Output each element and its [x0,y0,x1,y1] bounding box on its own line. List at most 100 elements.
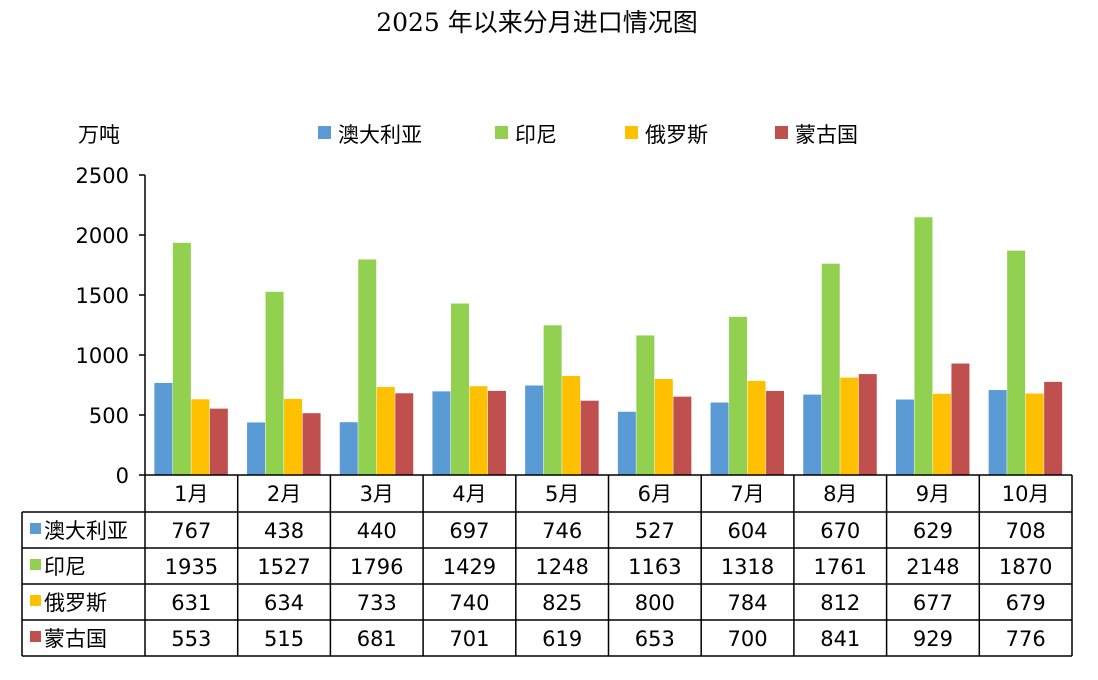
table-cell-value: 440 [357,519,397,543]
x-tick-label: 3月 [360,482,394,506]
table-cell-value: 1870 [999,555,1052,579]
table-cell-value: 776 [1006,627,1046,651]
bar [840,377,859,475]
bar [562,376,581,475]
y-tick-label: 1500 [76,284,129,308]
legend-swatch [495,126,508,139]
y-tick-label: 2500 [76,164,129,188]
table-legend-swatch [30,595,41,606]
bar [302,413,321,475]
table-series-label: 蒙古国 [44,627,107,651]
bar [487,390,506,475]
table-cell-value: 1796 [350,555,403,579]
table-cell-value: 1527 [257,555,310,579]
bar [358,259,377,475]
x-tick-label: 8月 [823,482,857,506]
bar [951,363,970,475]
x-tick-label: 4月 [452,482,486,506]
table-series-label: 澳大利亚 [44,519,128,543]
bar [432,391,451,475]
table-cell-value: 700 [728,627,768,651]
table-cell-value: 929 [913,627,953,651]
bar [543,325,562,475]
legend-swatch [775,126,788,139]
x-tick-label: 1月 [174,482,208,506]
table-cell-value: 1163 [628,555,681,579]
x-tick-label: 10月 [1002,482,1050,506]
table-cell-value: 800 [635,591,675,615]
table-cell-value: 812 [820,591,860,615]
bar [265,291,284,475]
table-cell-value: 681 [357,627,397,651]
table-cell-value: 653 [635,627,675,651]
legend-label: 蒙古国 [795,123,858,147]
bar [895,399,914,475]
bar [747,380,766,475]
table-cell-value: 629 [913,519,953,543]
table-cell-value: 701 [449,627,489,651]
bar [247,422,266,475]
x-tick-label: 2月 [267,482,301,506]
bar [636,335,655,475]
bar [914,217,933,476]
table-cell-value: 767 [171,519,211,543]
legend-swatch [318,126,331,139]
bar [617,411,636,475]
bar [1044,381,1063,475]
table-cell-value: 825 [542,591,582,615]
bar [858,374,877,475]
bar [450,303,469,475]
bar [284,398,303,475]
table-legend-swatch [30,631,41,642]
bar [654,379,673,475]
bar [339,422,358,475]
bar [821,263,840,475]
table-series-label: 印尼 [44,555,86,579]
table-cell-value: 631 [171,591,211,615]
table-cell-value: 1318 [721,555,774,579]
bar [376,387,395,475]
bar [395,393,414,475]
legend-label: 俄罗斯 [645,123,708,147]
table-cell-value: 670 [820,519,860,543]
bar [803,394,822,475]
y-tick-label: 500 [89,404,129,428]
table-cell-value: 2148 [906,555,959,579]
bar [525,385,544,475]
table-cell-value: 679 [1006,591,1046,615]
bars [154,217,1063,476]
chart-title: 2025 年以来分月进口情况图 [376,8,698,37]
x-tick-label: 6月 [638,482,672,506]
table-cell-value: 619 [542,627,582,651]
x-tick-label: 7月 [730,482,764,506]
table-cell-value: 740 [449,591,489,615]
bar [191,399,210,475]
table-cell-value: 733 [357,591,397,615]
x-tick-label: 5月 [545,482,579,506]
table-cell-value: 1935 [165,555,218,579]
table-series-label: 俄罗斯 [44,591,107,615]
table-cell-value: 438 [264,519,304,543]
bar [209,408,228,475]
bar [469,386,488,475]
legend-label: 印尼 [515,123,557,147]
legend-swatch [625,126,638,139]
table-cell-value: 515 [264,627,304,651]
y-tick-label: 0 [116,464,129,488]
table-cell-value: 553 [171,627,211,651]
table-cell-value: 1248 [535,555,588,579]
bar [1025,393,1044,475]
table-cell-value: 527 [635,519,675,543]
y-axis-unit: 万吨 [78,123,120,147]
bar [580,400,599,475]
bar [172,242,191,475]
table-cell-value: 784 [728,591,768,615]
table-cell-value: 841 [820,627,860,651]
bar [1007,250,1026,475]
table-cell-value: 1761 [814,555,867,579]
bar [710,402,729,475]
table-legend-swatch [30,559,41,570]
table-legend-swatch [30,523,41,534]
